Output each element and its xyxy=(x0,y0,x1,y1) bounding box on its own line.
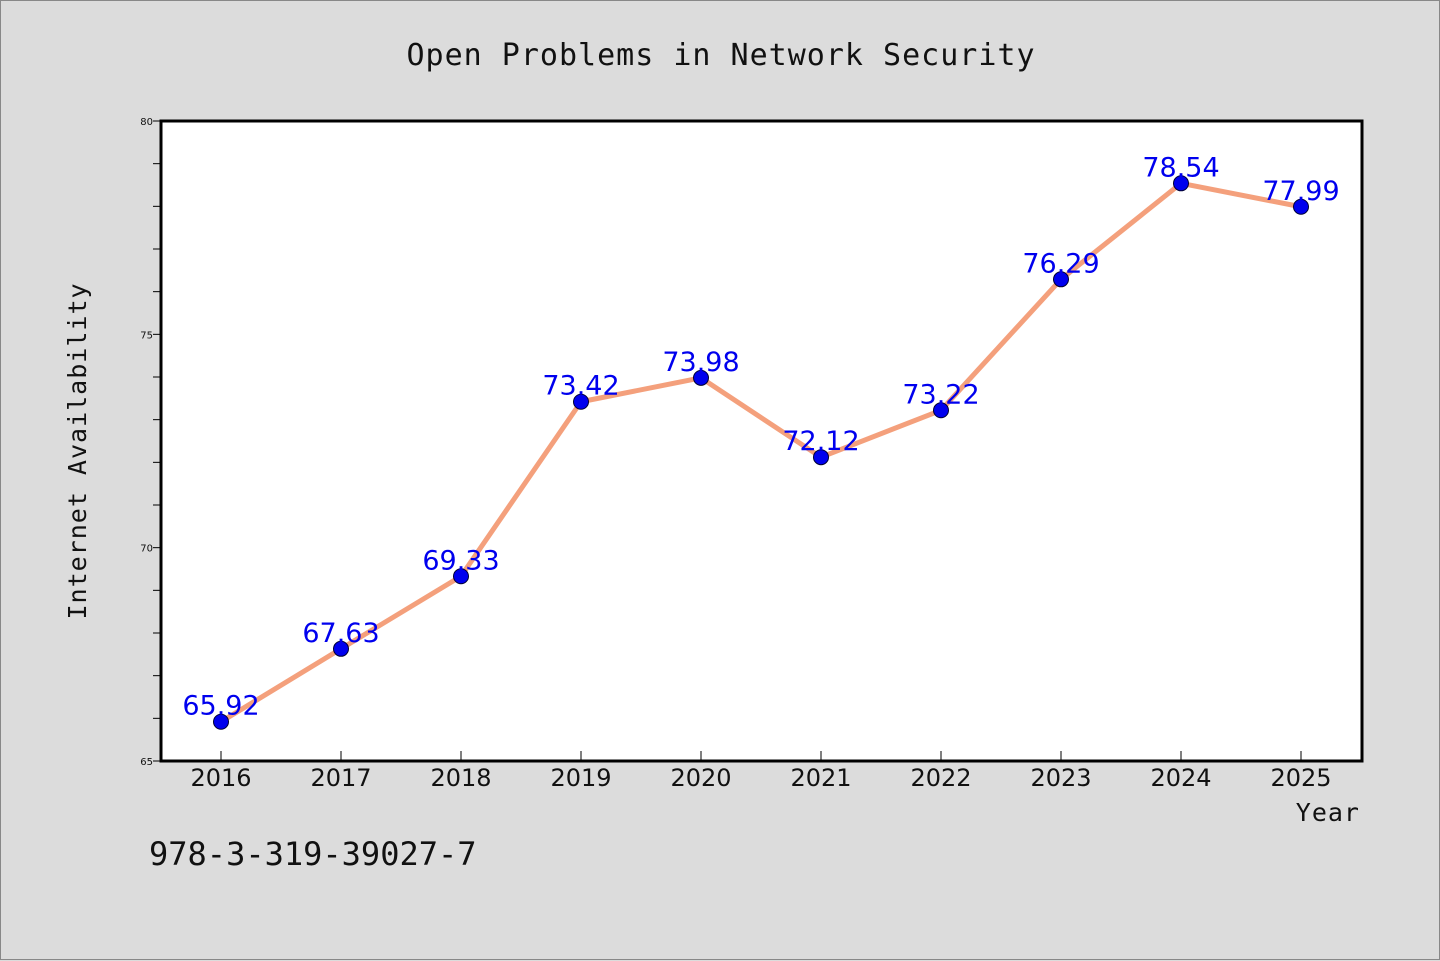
x-tick-label: 2020 xyxy=(670,764,731,792)
data-point xyxy=(1173,175,1189,192)
x-tick-label: 2024 xyxy=(1150,764,1211,792)
series-line xyxy=(218,180,1304,725)
x-tick-label: 2017 xyxy=(310,764,371,792)
chart-title: Open Problems in Network Security xyxy=(406,38,1035,73)
x-tick-label: 2022 xyxy=(910,764,971,792)
y-tick-label: 75 xyxy=(140,330,153,341)
data-label: 69.33 xyxy=(422,545,499,576)
data-label: 77.99 xyxy=(1262,176,1339,207)
data-label: 67.63 xyxy=(302,618,379,649)
x-axis: 2016 2017 2018 2019 2020 2021 2022 2023 2024 2025 xyxy=(190,751,1332,792)
x-tick-label: 2016 xyxy=(190,764,251,792)
y-tick-label: 70 xyxy=(140,544,153,555)
x-tick-label: 2021 xyxy=(790,764,851,792)
plot-area xyxy=(159,119,1364,763)
x-tick-label: 2019 xyxy=(550,764,611,792)
y-tick-label: 65 xyxy=(140,757,153,768)
y-tick-label: 80 xyxy=(140,117,153,128)
data-label: 73.98 xyxy=(662,347,739,378)
data-point xyxy=(1053,271,1069,288)
data-point xyxy=(213,713,229,730)
isbn-footer: 978-3-319-39027-7 xyxy=(149,835,477,873)
x-tick-label: 2023 xyxy=(1030,764,1091,792)
data-point xyxy=(333,640,349,657)
series xyxy=(213,175,1309,730)
data-point xyxy=(573,393,589,410)
data-label: 72.12 xyxy=(782,426,859,457)
data-label: 78.54 xyxy=(1142,152,1219,183)
y-axis-label: Internet Availability xyxy=(63,282,92,619)
y-axis: 65 70 75 80 xyxy=(140,117,161,768)
data-label: 73.42 xyxy=(542,371,619,402)
data-point xyxy=(813,449,829,466)
data-label: 76.29 xyxy=(1022,248,1099,279)
data-point xyxy=(693,369,709,386)
x-tick-label: 2018 xyxy=(430,764,491,792)
data-point xyxy=(1293,198,1309,215)
x-tick-label: 2025 xyxy=(1270,764,1331,792)
data-point xyxy=(453,568,469,585)
data-label: 65.92 xyxy=(182,691,259,722)
data-labels: 65.92 67.63 69.33 73.42 73.98 72.12 73.22 76.29… xyxy=(182,152,1339,721)
x-axis-label: Year xyxy=(1296,798,1360,827)
data-label: 73.22 xyxy=(902,379,979,410)
data-point xyxy=(933,402,949,419)
